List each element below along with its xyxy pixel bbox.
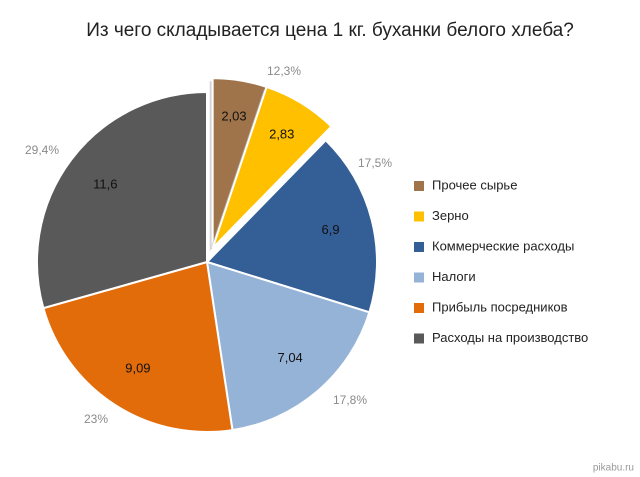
legend-label: Налоги: [432, 269, 476, 284]
pie-slice: [42, 260, 234, 433]
pie-slice: [36, 90, 208, 310]
pie-slice: [205, 138, 378, 314]
value-label: 2,83: [269, 126, 294, 141]
percent-label: 17,8%: [333, 393, 367, 407]
value-label: 9,09: [125, 361, 150, 376]
percent-label: 17,5%: [358, 156, 392, 170]
legend-label: Расходы на производство: [432, 330, 588, 345]
chart-title: Из чего складывается цена 1 кг. буханки …: [86, 20, 574, 41]
legend-label: Коммерческие расходы: [432, 238, 574, 253]
legend-swatch: [414, 303, 424, 313]
legend-label: Прочее сырье: [432, 177, 517, 192]
legend-swatch: [414, 211, 424, 222]
legend-label: Зерно: [432, 208, 469, 223]
legend-swatch: [414, 181, 424, 191]
percent-label: 23%: [84, 412, 108, 426]
legend-swatch: [414, 242, 424, 252]
value-label: 2,03: [221, 109, 246, 124]
value-label: 11,6: [93, 176, 117, 191]
percent-label: 12,3%: [267, 64, 301, 78]
pie-slice: [211, 85, 333, 249]
value-label: 6,9: [322, 222, 340, 237]
watermark: pikabu.ru: [593, 463, 634, 474]
pie-slice: [205, 260, 371, 432]
percent-label: 29,4%: [25, 143, 59, 157]
legend-swatch: [414, 272, 424, 283]
legend-swatch: [414, 333, 424, 344]
legend-label: Прибыль посредников: [432, 299, 568, 314]
value-label: 7,04: [277, 350, 302, 365]
